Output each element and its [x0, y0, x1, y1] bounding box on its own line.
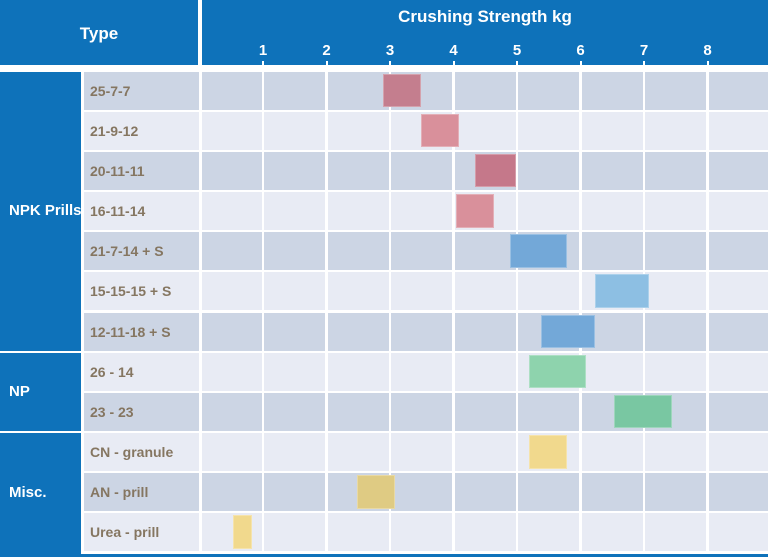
range-bar-12-11-18-s [541, 314, 596, 349]
chart-row-background [200, 232, 768, 273]
chart-row-background [200, 71, 768, 112]
chart-row-background [200, 433, 768, 474]
group-label-np: NP [0, 352, 82, 433]
x-axis-tick-label: 5 [512, 42, 522, 59]
x-axis-tick-label: 6 [576, 42, 585, 59]
x-axis-tick-label: 7 [639, 42, 649, 59]
vertical-gridline [388, 71, 391, 554]
x-axis-tick-mark [706, 61, 709, 66]
x-axis-tick-mark [262, 61, 264, 66]
x-axis-tick-mark [452, 61, 455, 66]
row-label: 20-11-11 [82, 151, 200, 192]
chart-row-background [200, 111, 768, 152]
range-bar-21-9-12 [420, 113, 459, 148]
column-separator [198, 71, 202, 554]
chart-row-background [200, 513, 768, 554]
row-label: 16-11-14 [82, 192, 200, 233]
x-axis-tick-label: 3 [385, 42, 395, 59]
vertical-gridline [261, 71, 264, 554]
column-separator [81, 71, 84, 554]
x-axis-tick-mark [516, 61, 518, 66]
table-body: NPK Prills NP Misc. 25-7-7 21-9-12 20-11-11 1… [0, 71, 768, 554]
header-body-divider [0, 65, 768, 72]
vertical-gridline [579, 71, 582, 554]
x-axis-tick-mark [389, 61, 391, 66]
row-label: AN - prill [82, 473, 200, 514]
x-axis-tick-label: 2 [322, 42, 331, 59]
chart-row-background [200, 352, 768, 393]
vertical-gridline [325, 71, 328, 554]
range-bar-15-15-15-s [595, 274, 650, 308]
vertical-gridline [515, 71, 518, 554]
row-label: 23 - 23 [82, 392, 200, 433]
row-label: 21-7-14 + S [82, 232, 200, 273]
group-label-npk-prills: NPK Prills [0, 71, 82, 353]
range-bar-23-23 [614, 394, 672, 429]
range-bar-25-7-7 [382, 73, 421, 108]
range-bar-cn-granule [528, 435, 567, 469]
row-label: 12-11-18 + S [82, 312, 200, 353]
chart-row-background [200, 473, 768, 514]
range-bar-an-prill [357, 475, 396, 509]
row-label: 21-9-12 [82, 111, 200, 152]
x-axis-tick-mark [579, 61, 582, 66]
chart-header-cell [202, 0, 768, 65]
vertical-gridline [642, 71, 645, 554]
range-bar-21-7-14-s [509, 234, 567, 268]
type-header-label: Type [79, 24, 119, 43]
row-label: 26 - 14 [82, 352, 200, 393]
row-label: 15-15-15 + S [82, 272, 200, 313]
x-axis-tick-label: 8 [703, 42, 712, 59]
range-bar-20-11-11 [474, 153, 516, 188]
x-axis-tick-label: 4 [449, 42, 458, 59]
x-axis-tick-mark [643, 61, 645, 66]
x-axis-tick-label: 1 [258, 42, 268, 59]
bottom-border [0, 553, 768, 557]
row-label: Urea - prill [82, 513, 200, 554]
range-bar-16-11-14 [455, 194, 494, 228]
chart-row-background [200, 312, 768, 353]
group-column: NPK Prills NP Misc. [0, 71, 82, 554]
row-label: CN - granule [82, 433, 200, 474]
range-bar-urea-prill [233, 515, 253, 549]
chart-row-background [200, 392, 768, 433]
x-axis-tick-mark [325, 61, 328, 66]
vertical-gridline [452, 71, 455, 554]
chart-row-background [200, 272, 768, 313]
chart-title: Crushing Strength kg [398, 7, 572, 26]
vertical-gridline [706, 71, 709, 554]
type-header-cell [0, 0, 198, 65]
group-label-misc-: Misc. [0, 433, 82, 554]
range-bar-26-14 [528, 354, 586, 389]
row-label: 25-7-7 [82, 71, 200, 112]
